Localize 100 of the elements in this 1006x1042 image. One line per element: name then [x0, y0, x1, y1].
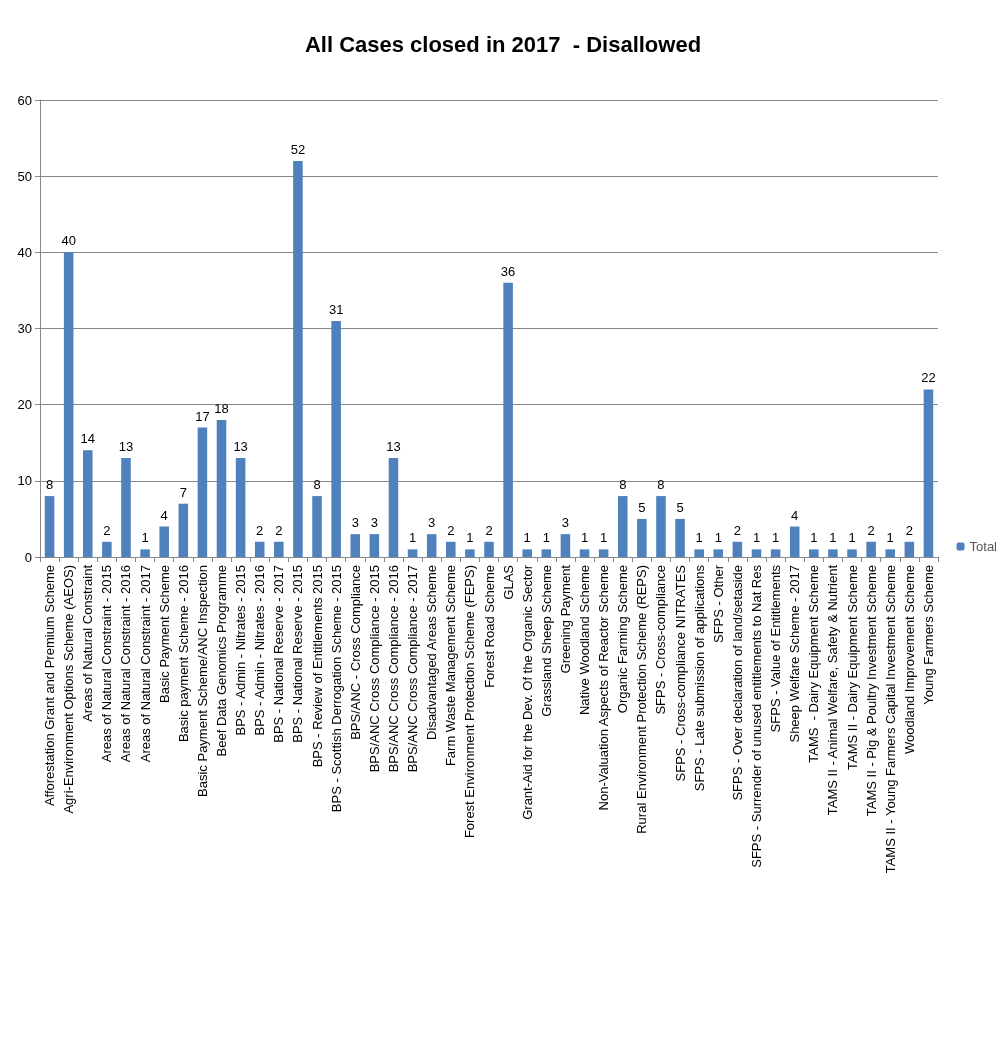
x-tick-label: Areas of Natural Constraint - 2017 — [137, 565, 153, 763]
bar — [866, 541, 876, 557]
data-label: 2 — [485, 522, 493, 538]
data-label: 31 — [328, 301, 344, 317]
data-label: 17 — [195, 408, 210, 424]
data-label: 8 — [45, 477, 54, 493]
x-tick-label: Basic Payment Scheme — [156, 565, 172, 704]
data-label: 2 — [103, 522, 111, 538]
data-label: 1 — [886, 530, 894, 546]
bar — [751, 549, 762, 557]
data-label: 4 — [160, 507, 168, 523]
bar — [312, 496, 322, 557]
bar — [121, 457, 131, 557]
bar — [140, 549, 150, 557]
x-tick-label: BPS/ANC Cross Compliance - 2015 — [366, 565, 382, 773]
bar — [770, 549, 781, 557]
data-label: 2 — [867, 522, 875, 538]
x-tick-label: SFPS - Value of Entitlements — [768, 564, 784, 733]
bar — [847, 549, 857, 557]
x-tick-label: Rural Environment Protection Scheme (REPS) — [634, 565, 650, 834]
bar — [484, 541, 494, 557]
data-label: 5 — [638, 499, 646, 515]
data-label: 2 — [733, 522, 741, 538]
data-label: 2 — [256, 522, 264, 538]
data-label: 3 — [351, 515, 359, 531]
x-tick-label: Basic payment Scheme - 2016 — [175, 565, 191, 743]
bar — [465, 549, 475, 557]
data-label: 13 — [118, 438, 134, 454]
data-label: 1 — [848, 530, 856, 546]
x-tick-label: BPS - Admin - Nitrates - 2015 — [233, 565, 249, 736]
x-tick-label: Afforestation Grant and Premium Scheme — [42, 565, 58, 807]
x-tick-label: Non-Valuation Aspects of Reactor Scheme — [596, 565, 612, 811]
data-label: 13 — [233, 438, 248, 454]
chart-title: All Cases closed in 2017 - Disallowed — [304, 31, 702, 57]
data-label: 3 — [370, 515, 378, 531]
bar — [503, 282, 513, 557]
x-tick-label: SFPS - Cross-compliance — [653, 565, 669, 715]
bar — [63, 252, 74, 557]
bar — [675, 518, 685, 557]
data-label: 1 — [810, 530, 818, 546]
data-label: 3 — [561, 515, 570, 531]
y-tick-label: 60 — [17, 92, 32, 108]
bar — [254, 541, 265, 557]
x-tick-label: Woodland Improvement Scheme — [901, 565, 917, 755]
bar — [637, 518, 647, 557]
x-tick-label: BPS/ANC - Cross Compliance — [347, 565, 363, 740]
x-tick-label: Areas of Natural Constraint — [80, 564, 96, 722]
bar — [102, 541, 112, 557]
x-tick-label: SFPS - Cross-compliance NITRATES — [672, 564, 688, 782]
y-tick-label: 10 — [17, 473, 32, 489]
x-tick-label: TAMS - Dairy Equipment Scheme — [806, 565, 822, 763]
data-label: 1 — [752, 530, 761, 546]
bar — [44, 496, 55, 557]
bar — [904, 541, 915, 557]
x-tick-label: Forest Environment Protection Scheme (FEPS) — [462, 565, 478, 839]
x-tick-label: GLAS — [500, 564, 516, 600]
bar — [809, 549, 819, 557]
data-label: 40 — [61, 233, 76, 249]
y-tick-label: 30 — [17, 321, 32, 336]
data-label: 1 — [141, 530, 149, 546]
bar — [369, 534, 380, 557]
x-tick-label: Beef Data Genomics Programme — [214, 565, 230, 757]
x-tick-label: TAMS II - Animal Welfare, Safety & Nutrient — [825, 564, 841, 816]
x-tick-label: Areas of Natural Constraint - 2015 — [99, 565, 115, 763]
bar — [159, 526, 169, 557]
data-label: 1 — [829, 530, 837, 546]
x-tick-label: TAMS II - Young Farmers Capital Investment Scheme — [882, 565, 898, 874]
data-label: 1 — [542, 530, 550, 546]
data-label: 4 — [791, 507, 799, 523]
x-tick-label: Agri-Environment Options Scheme (AEOS) — [61, 565, 77, 814]
bar — [522, 549, 532, 557]
bar — [560, 534, 571, 557]
x-tick-label: SFPS - Other — [710, 564, 726, 644]
x-tick-label: BPS/ANC Cross Compliance - 2016 — [385, 565, 401, 773]
data-label: 1 — [714, 530, 722, 546]
x-tick-label: Greening Payment — [557, 564, 573, 674]
x-tick-label: BPS - National Reserve - 2017 — [271, 565, 287, 743]
data-label: 2 — [447, 522, 455, 538]
bar — [446, 541, 456, 557]
data-label: 1 — [523, 530, 531, 546]
x-tick-label: Young Farmers Scheme — [920, 565, 936, 705]
x-tick-label: Forest Road Scheme — [481, 565, 497, 688]
bar — [579, 549, 590, 557]
data-label: 2 — [275, 522, 283, 538]
x-tick-label: Grant-Aid for the Dev. Of the Organic Sector — [519, 564, 535, 820]
data-label: 7 — [179, 484, 187, 500]
x-tick-label: BPS - Scottish Derrogation Scheme - 2015 — [328, 565, 344, 813]
x-tick-label: TAMS II - Pig & Poultry Investment Scheme — [863, 565, 879, 817]
x-tick-label: BPS - Review of Entitlements 2015 — [309, 565, 325, 768]
data-label: 1 — [600, 530, 608, 546]
bar — [732, 541, 743, 557]
bar — [274, 541, 284, 557]
x-tick-label: Farm Waste Management Scheme — [443, 565, 459, 767]
bar — [598, 549, 609, 557]
bar — [426, 534, 437, 557]
x-tick-label: BPS - National Reserve - 2015 — [290, 565, 306, 743]
data-label: 1 — [580, 530, 589, 546]
bar — [617, 496, 628, 557]
bar — [216, 419, 227, 557]
bar — [178, 503, 189, 557]
